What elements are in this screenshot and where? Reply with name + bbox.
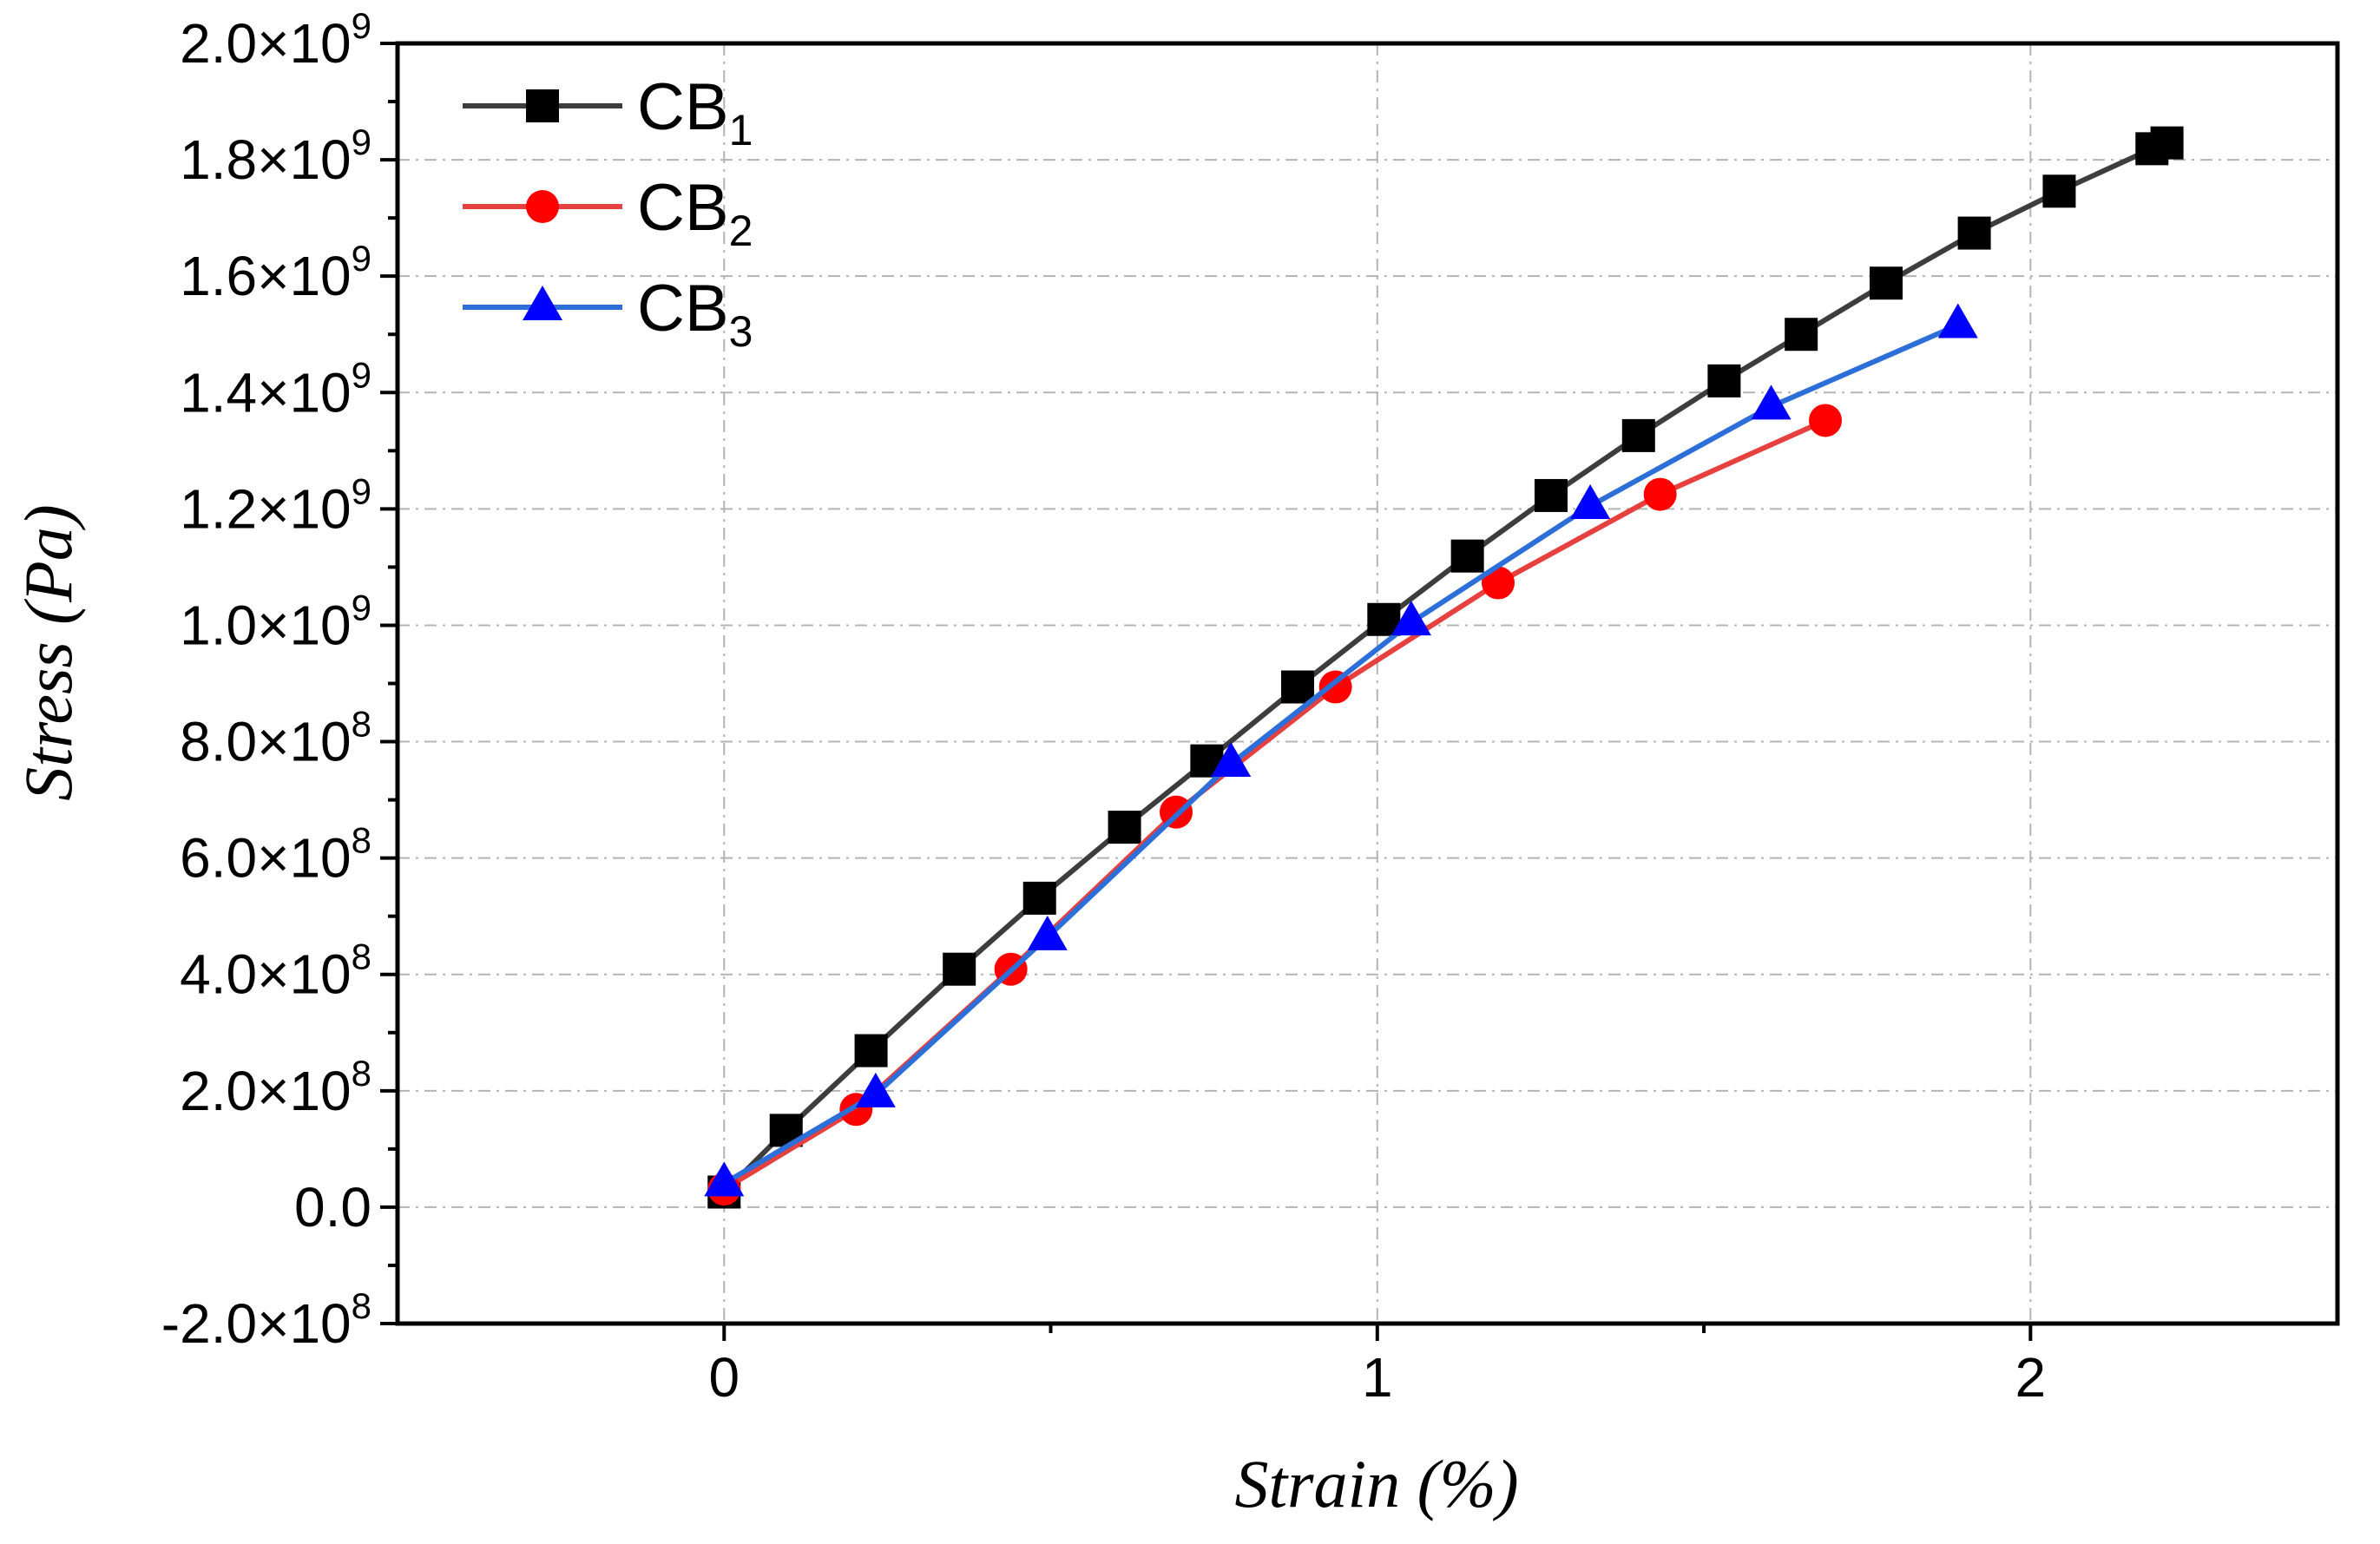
- y-tick-label: 1.4×109: [180, 354, 371, 424]
- y-tick-label-exponent: 8: [352, 936, 371, 977]
- x-axis-label: Strain (%): [1234, 1446, 1518, 1521]
- x-tick-label: 0: [708, 1346, 740, 1409]
- series-3-point: [1751, 384, 1792, 420]
- series-3-line: [721, 322, 1961, 1186]
- series-1-point: [1108, 811, 1141, 844]
- y-tick-label-mantissa: -2.0×10: [161, 1292, 352, 1355]
- legend-label: CB1: [637, 70, 753, 154]
- y-tick-label-mantissa: 1.0×10: [180, 594, 352, 656]
- y-tick-label-exponent: 9: [352, 238, 371, 279]
- series-3-point: [1937, 303, 1978, 338]
- legend-label: CB3: [637, 272, 753, 356]
- series-2-point: [1318, 670, 1352, 704]
- series-1-point: [1280, 670, 1314, 704]
- series-1-point: [1022, 881, 1056, 915]
- y-tick-label-mantissa: 1.8×10: [180, 128, 352, 191]
- series-3-point: [855, 1072, 896, 1107]
- y-tick-label: -2.0×108: [161, 1285, 371, 1355]
- legend-label-name: CB: [637, 171, 729, 245]
- legend-entry: CB2: [463, 171, 753, 255]
- y-tick-label-mantissa: 1.2×10: [180, 477, 352, 540]
- series-2-point: [1809, 404, 1843, 437]
- series-1-point: [2150, 126, 2184, 160]
- y-tick-label-exponent: 9: [352, 122, 371, 162]
- y-tick-label: 1.2×109: [180, 470, 371, 540]
- legend-label-subscript: 3: [729, 307, 753, 356]
- y-axis-label: Stress (Pa): [10, 504, 86, 801]
- series-3-point: [1391, 601, 1431, 636]
- series-1-point: [1621, 418, 1655, 452]
- y-tick-label-exponent: 8: [352, 704, 371, 745]
- y-tick-label: 8.0×108: [180, 704, 371, 773]
- series-1-point: [1707, 364, 1741, 397]
- y-tick-label-mantissa: 0.0: [294, 1176, 371, 1238]
- series-3-point: [1027, 915, 1068, 950]
- y-tick-label: 1.6×109: [180, 238, 371, 307]
- legend-marker: [526, 89, 559, 122]
- series-1-point: [1450, 539, 1484, 573]
- legend-label-name: CB: [637, 70, 729, 144]
- series-3: [704, 303, 1978, 1197]
- series-1-point: [2042, 174, 2076, 208]
- y-tick-label: 2.0×109: [180, 5, 371, 75]
- y-tick-label-mantissa: 8.0×10: [180, 711, 352, 773]
- y-tick-label-exponent: 9: [352, 587, 371, 627]
- series-1: [707, 126, 2184, 1209]
- y-tick-label-exponent: 8: [352, 1285, 371, 1326]
- series-1-point: [1870, 266, 1903, 300]
- legend-entry: CB3: [463, 272, 753, 356]
- legend-marker: [523, 286, 562, 320]
- series-1-point: [1785, 318, 1818, 352]
- y-tick-label: 1.0×109: [180, 587, 371, 656]
- y-tick-label-exponent: 8: [352, 1053, 371, 1094]
- legend-label-subscript: 2: [729, 207, 753, 255]
- axes: -2.0×1080.02.0×1084.0×1086.0×1088.0×1081…: [161, 5, 2340, 1409]
- series-1-point: [943, 952, 976, 986]
- series-1-point: [1534, 478, 1568, 512]
- y-tick-label: 1.8×109: [180, 122, 371, 191]
- y-tick-label: 4.0×108: [180, 936, 371, 1006]
- y-tick-label-mantissa: 2.0×10: [180, 1060, 352, 1122]
- y-tick-label-exponent: 8: [352, 820, 371, 861]
- x-tick-label: 1: [1362, 1346, 1393, 1409]
- y-tick-label-exponent: 9: [352, 470, 371, 511]
- legend-entry: CB1: [463, 70, 753, 154]
- y-tick-label-mantissa: 1.6×10: [180, 245, 352, 307]
- series-1-point: [1957, 216, 1991, 250]
- legend-marker: [526, 190, 559, 223]
- y-tick-label-mantissa: 4.0×10: [180, 943, 352, 1006]
- y-tick-label-exponent: 9: [352, 354, 371, 395]
- y-tick-label-mantissa: 6.0×10: [180, 827, 352, 890]
- series-3-point: [1570, 484, 1611, 520]
- series-2-point: [1482, 566, 1515, 600]
- y-tick-label-mantissa: 1.4×10: [180, 361, 352, 424]
- y-tick-label: 2.0×108: [180, 1053, 371, 1122]
- series-1-point: [854, 1034, 888, 1068]
- legend-label: CB2: [637, 171, 753, 255]
- legend-label-name: CB: [637, 272, 729, 345]
- x-tick-label: 2: [2015, 1346, 2047, 1409]
- legend-label-subscript: 1: [729, 106, 753, 154]
- y-tick-label-mantissa: 2.0×10: [180, 12, 352, 75]
- data-series: [704, 126, 2184, 1209]
- series-3-point: [1211, 742, 1252, 778]
- y-tick-label: 0.0: [294, 1176, 371, 1238]
- series-3-point: [704, 1161, 745, 1197]
- series-2-point: [1643, 477, 1677, 511]
- y-tick-label-exponent: 9: [352, 5, 371, 46]
- y-tick-label: 6.0×108: [180, 820, 371, 890]
